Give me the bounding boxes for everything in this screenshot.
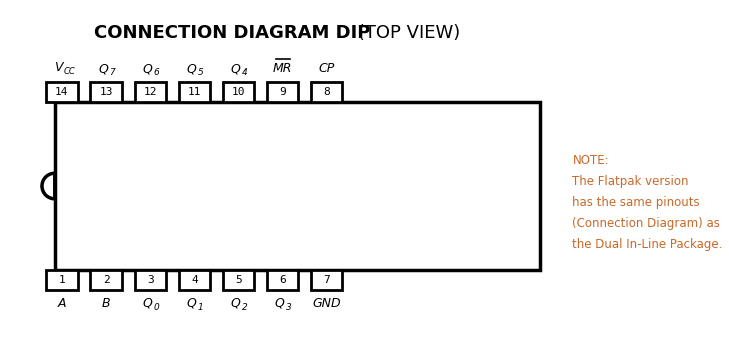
Bar [135, 82, 166, 102]
Text: 2: 2 [103, 275, 109, 285]
Text: 9: 9 [279, 87, 286, 97]
Text: CONNECTION DIAGRAM DIP: CONNECTION DIAGRAM DIP [94, 24, 370, 42]
Text: GND: GND [313, 297, 341, 310]
Bar [179, 82, 210, 102]
Text: B: B [102, 297, 110, 310]
Bar [135, 270, 166, 290]
Text: Q: Q [187, 297, 196, 310]
Bar [90, 270, 122, 290]
Text: A: A [58, 297, 66, 310]
Text: Q: Q [142, 62, 152, 75]
Text: 12: 12 [144, 87, 157, 97]
Text: NOTE:
The Flatpak version
has the same pinouts
(Connection Diagram) as
the Dual : NOTE: The Flatpak version has the same p… [572, 154, 722, 251]
Bar [55, 102, 540, 270]
Bar [179, 270, 210, 290]
Text: 14: 14 [55, 87, 69, 97]
Text: Q: Q [230, 297, 241, 310]
Text: Q: Q [98, 62, 108, 75]
Wedge shape [42, 173, 55, 199]
Text: 3: 3 [147, 275, 154, 285]
Bar [223, 82, 254, 102]
Text: CP: CP [319, 62, 335, 75]
Text: 8: 8 [324, 87, 330, 97]
Text: 11: 11 [187, 87, 201, 97]
Text: 3: 3 [286, 303, 292, 312]
Bar [311, 270, 343, 290]
Text: 0: 0 [154, 303, 160, 312]
Bar [46, 270, 77, 290]
Text: Q: Q [187, 62, 196, 75]
Bar [46, 82, 77, 102]
Text: (TOP VIEW): (TOP VIEW) [351, 24, 460, 42]
Text: 1: 1 [198, 303, 203, 312]
Text: MR: MR [273, 62, 292, 75]
Text: 2: 2 [242, 303, 248, 312]
Text: V: V [54, 61, 63, 74]
Text: 1: 1 [58, 275, 66, 285]
Text: 6: 6 [154, 68, 160, 77]
Text: 10: 10 [232, 87, 245, 97]
Bar [267, 82, 298, 102]
Text: 5: 5 [235, 275, 242, 285]
Text: 7: 7 [109, 68, 115, 77]
Text: 6: 6 [279, 275, 286, 285]
Text: 5: 5 [198, 68, 203, 77]
Text: Q: Q [230, 62, 241, 75]
Bar [90, 82, 122, 102]
Text: Q: Q [142, 297, 152, 310]
Text: 7: 7 [324, 275, 330, 285]
Text: 13: 13 [99, 87, 113, 97]
Bar [267, 270, 298, 290]
Text: Q: Q [275, 297, 285, 310]
Bar [223, 270, 254, 290]
Text: 4: 4 [242, 68, 248, 77]
Text: 4: 4 [191, 275, 198, 285]
Text: CC: CC [63, 67, 75, 76]
Bar [311, 82, 343, 102]
